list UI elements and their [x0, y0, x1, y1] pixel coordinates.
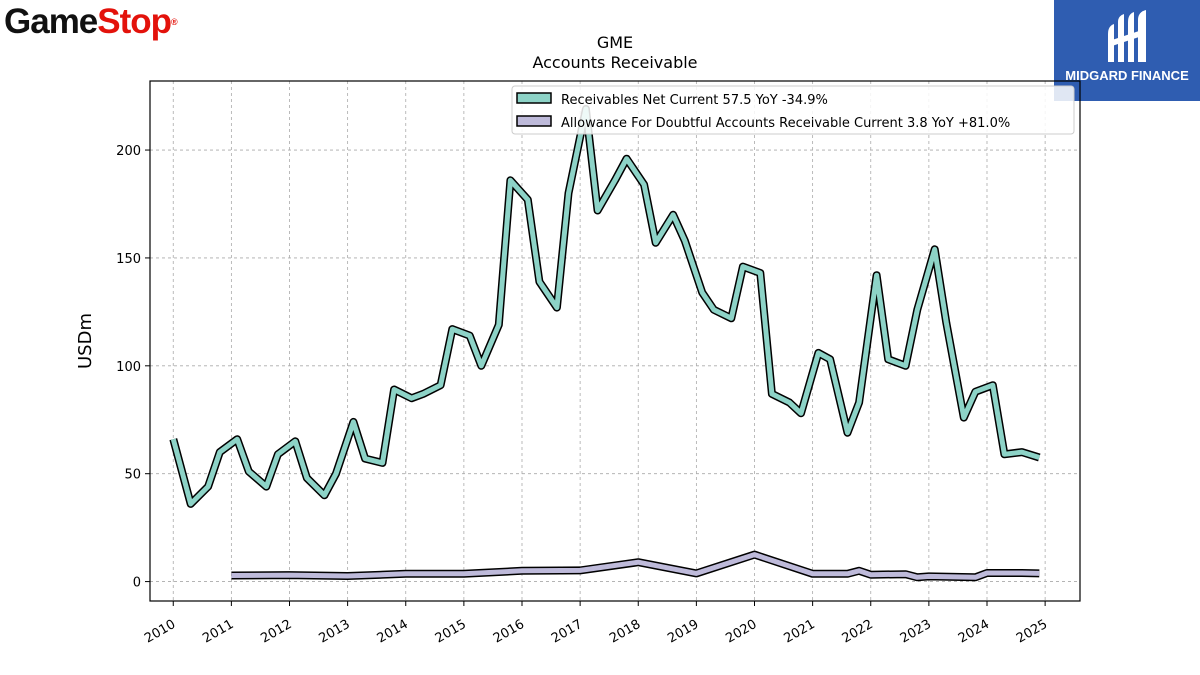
- y-tick-label-200: 200: [116, 144, 141, 159]
- series-line-allowance-stroke: [231, 552, 1040, 580]
- chart-title: GME: [597, 33, 633, 52]
- x-tick-label-2023: 2023: [898, 617, 934, 647]
- legend: Receivables Net Current 57.5 YoY -34.9% …: [511, 85, 1075, 135]
- y-tick-label-100: 100: [116, 360, 141, 375]
- x-tick-label-2022: 2022: [840, 617, 876, 647]
- legend-label-allowance: Allowance For Doubtful Accounts Receivab…: [561, 116, 1010, 131]
- legend-swatch-receivables: [516, 92, 552, 104]
- x-tick-label-2019: 2019: [665, 617, 701, 647]
- gamestop-logo-game: Game: [4, 2, 98, 41]
- legend-swatch-allowance: [516, 115, 552, 127]
- gamestop-logo: GameStop®: [4, 2, 178, 42]
- midgard-m-logo-icon: [1108, 10, 1146, 62]
- x-tick-label-2016: 2016: [491, 617, 527, 647]
- chart-subtitle: Accounts Receivable: [532, 53, 697, 72]
- x-tick-label-2025: 2025: [1014, 617, 1050, 647]
- series-lines: [169, 105, 1041, 582]
- series-line-receivables-stroke: [170, 106, 1041, 507]
- series-line-receivables: [169, 105, 1041, 508]
- midgard-finance-logo-text: MIDGARD FINANCE: [1065, 68, 1189, 83]
- x-tick-label-2024: 2024: [956, 617, 992, 647]
- legend-box: [511, 85, 1075, 135]
- x-tick-label-2015: 2015: [433, 617, 469, 647]
- x-tick-label-2011: 2011: [200, 617, 236, 647]
- series-line-allowance: [231, 550, 1040, 582]
- x-tick-label-2017: 2017: [549, 617, 585, 647]
- y-tick-label-0: 0: [133, 576, 141, 591]
- y-tick-label-150: 150: [116, 252, 141, 267]
- gamestop-logo-stop: Stop: [97, 2, 172, 41]
- plot-area-frame: [149, 80, 1081, 602]
- x-tick-label-2021: 2021: [782, 617, 818, 647]
- grid-lines: [150, 81, 1080, 601]
- x-tick-label-2020: 2020: [723, 617, 759, 647]
- legend-label-receivables: Receivables Net Current 57.5 YoY -34.9%: [561, 93, 828, 108]
- x-tick-label-2014: 2014: [375, 617, 411, 647]
- midgard-finance-logo: MIDGARD FINANCE: [1054, 0, 1200, 101]
- x-tick-label-2018: 2018: [607, 617, 643, 647]
- series-line-receivables-outline: [169, 105, 1041, 508]
- x-tick-label-2012: 2012: [258, 617, 294, 647]
- x-tick-label-2010: 2010: [142, 617, 178, 647]
- gamestop-logo-registered-mark: ®: [171, 17, 178, 27]
- y-axis-label: USDm: [75, 313, 96, 369]
- y-tick-label-50: 50: [124, 468, 141, 483]
- x-tick-label-2013: 2013: [317, 617, 353, 647]
